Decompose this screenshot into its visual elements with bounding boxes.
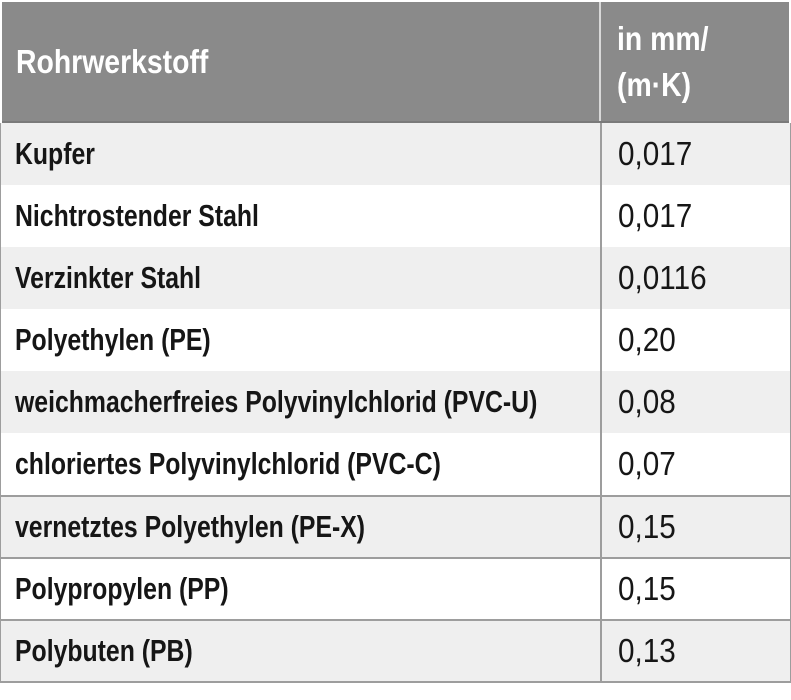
value-cell: 0,0116 (602, 247, 790, 309)
value-cell: 0,017 (602, 185, 790, 247)
material-label: weichmacherfreies Polyvinylchlorid (PVC-… (15, 384, 538, 419)
value-cell: 0,08 (602, 371, 790, 433)
value-cell: 0,07 (602, 433, 790, 495)
table-row: Nichtrostender Stahl 0,017 (1, 185, 790, 247)
column-header-value: in mm/ (m·K) (601, 2, 789, 121)
table-row: Polybuten (PB) 0,13 (1, 619, 790, 681)
material-cell: chloriertes Polyvinylchlorid (PVC-C) (1, 433, 602, 495)
material-label: Polybuten (PB) (15, 633, 193, 668)
material-label: Nichtrostender Stahl (15, 198, 259, 233)
value-label: 0,15 (618, 508, 676, 545)
material-cell: Polypropylen (PP) (1, 559, 602, 619)
material-cell: Polybuten (PB) (1, 621, 602, 681)
material-cell: weichmacherfreies Polyvinylchlorid (PVC-… (1, 371, 602, 433)
value-label: 0,08 (618, 383, 676, 420)
table-row: Kupfer 0,017 (1, 123, 790, 185)
material-label: Polypropylen (PP) (15, 571, 229, 606)
material-label: vernetztes Polyethylen (PE-X) (15, 509, 366, 544)
table-row: vernetztes Polyethylen (PE-X) 0,15 (1, 495, 790, 557)
material-cell: vernetztes Polyethylen (PE-X) (1, 497, 602, 557)
value-label: 0,0116 (618, 259, 707, 296)
material-cell: Verzinkter Stahl (1, 247, 602, 309)
table-row: Verzinkter Stahl 0,0116 (1, 247, 790, 309)
value-cell: 0,13 (602, 621, 790, 681)
material-cell: Polyethylen (PE) (1, 309, 602, 371)
table-row: weichmacherfreies Polyvinylchlorid (PVC-… (1, 371, 790, 433)
material-cell: Kupfer (1, 123, 602, 185)
value-cell: 0,20 (602, 309, 790, 371)
value-cell: 0,15 (602, 559, 790, 619)
table-body: Kupfer 0,017 Nichtrostender Stahl 0,017 Verz… (0, 123, 791, 683)
value-label: 0,07 (618, 445, 676, 482)
material-label: chloriertes Polyvinylchlorid (PVC-C) (15, 446, 441, 481)
value-label: 0,20 (618, 321, 676, 358)
value-label: 0,13 (618, 632, 676, 669)
value-cell: 0,15 (602, 497, 790, 557)
value-label: 0,017 (618, 135, 693, 172)
table-row: Polypropylen (PP) 0,15 (1, 557, 790, 619)
material-cell: Nichtrostender Stahl (1, 185, 602, 247)
table-header-row: Rohrwerkstoff in mm/ (m·K) (2, 2, 789, 123)
table-row: chloriertes Polyvinylchlorid (PVC-C) 0,07 (1, 433, 790, 495)
material-label: Polyethylen (PE) (15, 322, 211, 357)
material-label: Verzinkter Stahl (15, 260, 202, 295)
value-label: 0,15 (618, 570, 676, 607)
table-row: Polyethylen (PE) 0,20 (1, 309, 790, 371)
material-column-header-label: Rohrwerkstoff (16, 42, 209, 80)
thermal-expansion-table: Rohrwerkstoff in mm/ (m·K) Kupfer 0,017 Ni… (0, 2, 791, 683)
value-cell: 0,017 (602, 123, 790, 185)
value-label: 0,017 (618, 197, 693, 234)
value-column-header-line1: in mm/ (617, 19, 709, 57)
material-label: Kupfer (15, 136, 95, 171)
value-column-header-line2: (m·K) (617, 65, 692, 103)
column-header-material: Rohrwerkstoff (2, 2, 601, 121)
